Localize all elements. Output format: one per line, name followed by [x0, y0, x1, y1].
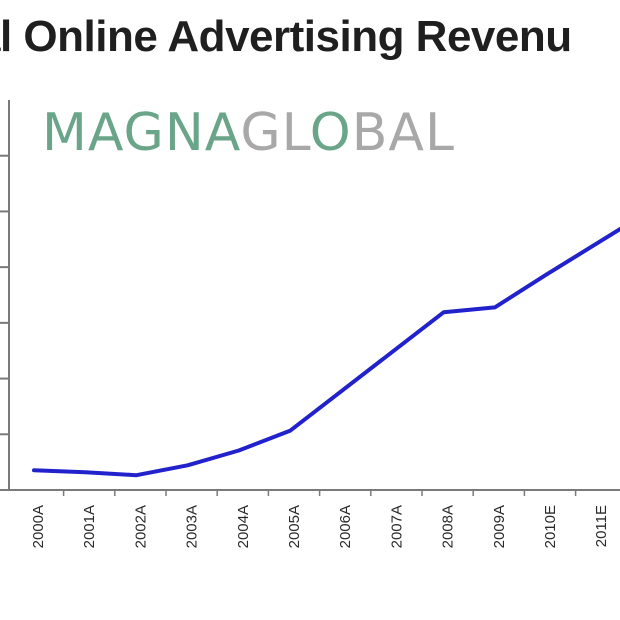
watermark-gray: GL [240, 103, 310, 163]
x-tick-label: 2005A [286, 505, 303, 548]
axes [0, 100, 620, 496]
series-layer [32, 226, 620, 478]
x-tick-label: 2006A [337, 505, 354, 548]
watermark-gray-tail: BAL [352, 103, 455, 163]
x-tick-label: 2004A [235, 505, 252, 548]
x-tick-label: 2008A [440, 505, 457, 548]
x-tick-labels: 2000A 2001A 2002A 2003A 2004A 2005A 2006A 2007A… [30, 505, 610, 548]
x-tick-label: 2007A [388, 505, 405, 548]
x-tick-label: 2010E [542, 505, 559, 548]
watermark-globe-o: O [310, 103, 352, 163]
series-line-0 [32, 226, 620, 478]
svg-text:MAGNAGLOBAL: MAGNAGLOBAL [42, 103, 455, 163]
watermark-green: MAGNA [42, 103, 241, 163]
x-tick-label: 2009A [491, 505, 508, 548]
watermark-logo: MAGNAGLOBAL [42, 103, 455, 163]
chart-title: al Online Advertising Revenu [0, 12, 572, 61]
x-tick-label: 2002A [132, 505, 149, 548]
x-tick-label: 2003A [184, 505, 201, 548]
x-tick-label: 2001A [81, 505, 98, 548]
x-tick-label: 2011E [593, 505, 610, 547]
x-tick-label: 2000A [30, 505, 47, 548]
